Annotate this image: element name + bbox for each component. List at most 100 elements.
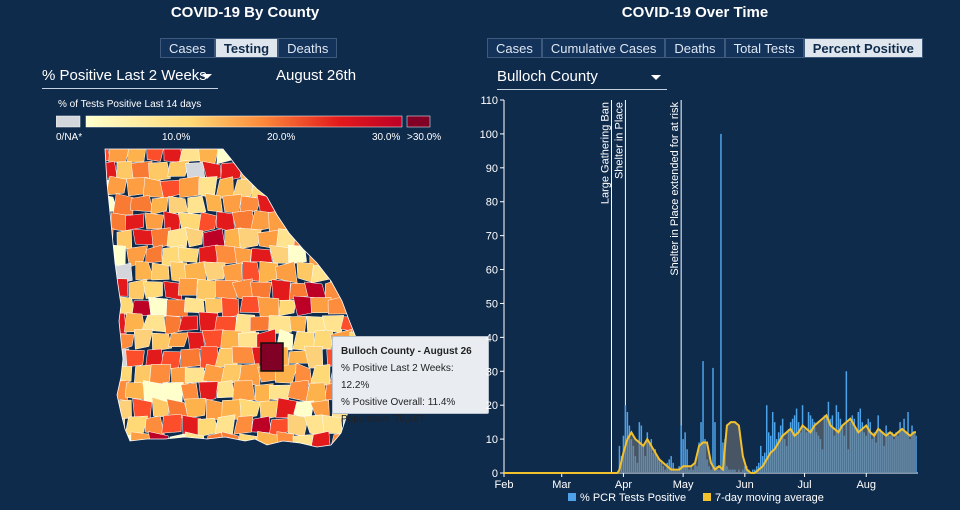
county-shape[interactable] xyxy=(204,298,225,315)
county-shape[interactable] xyxy=(124,213,145,231)
county-shape[interactable] xyxy=(257,161,280,182)
county-shape[interactable] xyxy=(286,210,308,231)
county-shape[interactable] xyxy=(178,315,199,332)
pct-positive-bar[interactable] xyxy=(702,361,704,473)
county-shape[interactable] xyxy=(215,176,235,199)
county-shape[interactable] xyxy=(309,431,332,453)
county-shape[interactable] xyxy=(292,434,314,452)
county-shape[interactable] xyxy=(142,177,164,198)
county-shape[interactable] xyxy=(304,147,328,162)
pct-positive-bar[interactable] xyxy=(686,449,688,473)
pct-positive-bar[interactable] xyxy=(754,469,756,473)
county-shape[interactable] xyxy=(253,448,272,470)
county-shape[interactable] xyxy=(126,145,147,163)
county-shape[interactable] xyxy=(95,244,108,267)
county-shape[interactable] xyxy=(198,381,219,403)
pct-positive-bar[interactable] xyxy=(712,367,714,473)
pct-positive-bar[interactable] xyxy=(684,432,686,473)
county-shape[interactable] xyxy=(343,246,363,265)
county-shape[interactable] xyxy=(108,145,131,163)
county-shape[interactable] xyxy=(95,315,110,336)
county-shape[interactable] xyxy=(165,315,183,336)
pct-positive-bar[interactable] xyxy=(720,133,722,473)
county-shape[interactable] xyxy=(106,312,127,335)
county-shape[interactable] xyxy=(151,332,173,352)
county-shape[interactable] xyxy=(349,159,369,178)
pct-positive-bar[interactable] xyxy=(722,442,724,473)
county-shape[interactable] xyxy=(178,145,201,163)
county-shape[interactable] xyxy=(239,159,257,180)
county-shape[interactable] xyxy=(187,195,207,214)
county-shape[interactable] xyxy=(185,227,204,248)
county-shape[interactable] xyxy=(296,195,316,214)
county-shape[interactable] xyxy=(148,161,171,182)
county-shape[interactable] xyxy=(145,449,162,469)
pct-positive-bar[interactable] xyxy=(756,466,758,473)
county-shape[interactable] xyxy=(125,349,145,368)
county-shape[interactable] xyxy=(132,228,155,246)
county-shape[interactable] xyxy=(269,450,292,471)
county-shape[interactable] xyxy=(253,145,275,164)
county-shape[interactable] xyxy=(250,281,272,299)
county-shape[interactable] xyxy=(203,261,226,281)
county-shape[interactable] xyxy=(275,261,298,284)
county-shape[interactable] xyxy=(161,450,181,468)
county-shape[interactable] xyxy=(167,159,190,177)
pct-positive-bar[interactable] xyxy=(758,462,760,473)
tab-total-tests[interactable]: Total Tests xyxy=(724,38,804,58)
county-shape[interactable] xyxy=(305,175,328,199)
county-shape[interactable] xyxy=(238,227,262,249)
pct-positive-bar[interactable] xyxy=(714,422,716,473)
county-shape[interactable] xyxy=(287,244,307,265)
pct-positive-bar[interactable] xyxy=(680,425,682,473)
county-shape[interactable] xyxy=(271,279,291,302)
metric-select[interactable]: % Positive Last 2 Weeks xyxy=(42,65,218,89)
tab-percent-positive[interactable]: Percent Positive xyxy=(803,38,923,58)
county-shape[interactable] xyxy=(325,178,346,200)
county-shape[interactable] xyxy=(180,348,202,369)
county-shape[interactable] xyxy=(177,212,202,232)
county-shape[interactable] xyxy=(292,295,314,317)
county-shape[interactable] xyxy=(323,246,346,267)
county-shape[interactable] xyxy=(95,260,116,282)
county-shape[interactable] xyxy=(327,227,349,250)
county-shape[interactable] xyxy=(275,397,299,419)
pct-positive-bar[interactable] xyxy=(682,439,684,473)
county-shape[interactable] xyxy=(135,260,155,280)
county-shape[interactable] xyxy=(289,316,307,333)
county-shape[interactable] xyxy=(126,451,144,469)
county-shape[interactable] xyxy=(276,194,297,217)
county-shape[interactable] xyxy=(197,145,220,165)
county-shape[interactable] xyxy=(95,294,119,318)
pct-positive-bar[interactable] xyxy=(752,469,754,473)
county-shape[interactable] xyxy=(161,414,182,434)
county-shape[interactable] xyxy=(343,176,363,200)
county-shape[interactable] xyxy=(344,210,363,233)
county-shape[interactable] xyxy=(329,261,353,285)
county-shape[interactable] xyxy=(304,345,324,369)
county-shape[interactable] xyxy=(250,248,273,263)
county-shape[interactable] xyxy=(177,247,200,263)
county-shape[interactable] xyxy=(216,380,235,399)
county-shape[interactable] xyxy=(177,277,198,296)
county-shape[interactable] xyxy=(128,278,148,300)
county-shape[interactable] xyxy=(151,262,170,281)
tab-cases[interactable]: Cases xyxy=(160,38,215,58)
tab-deaths-chart[interactable]: Deaths xyxy=(665,38,725,58)
county-shape[interactable] xyxy=(239,296,261,313)
county-shape[interactable] xyxy=(322,211,343,230)
county-shape[interactable] xyxy=(307,448,328,467)
county-shape[interactable] xyxy=(141,314,166,333)
county-shape[interactable] xyxy=(251,416,272,433)
county-shape[interactable] xyxy=(179,450,201,470)
county-shape[interactable] xyxy=(112,366,133,383)
county-shape[interactable] xyxy=(107,244,126,267)
pct-positive-bar[interactable] xyxy=(760,445,762,473)
county-shape[interactable] xyxy=(296,261,314,283)
county-shape[interactable] xyxy=(216,145,235,165)
county-shape[interactable] xyxy=(232,178,255,197)
county-shape[interactable] xyxy=(145,244,163,264)
pct-positive-bar[interactable] xyxy=(771,411,774,473)
county-shape[interactable] xyxy=(95,279,111,301)
county-shape[interactable] xyxy=(287,145,308,162)
